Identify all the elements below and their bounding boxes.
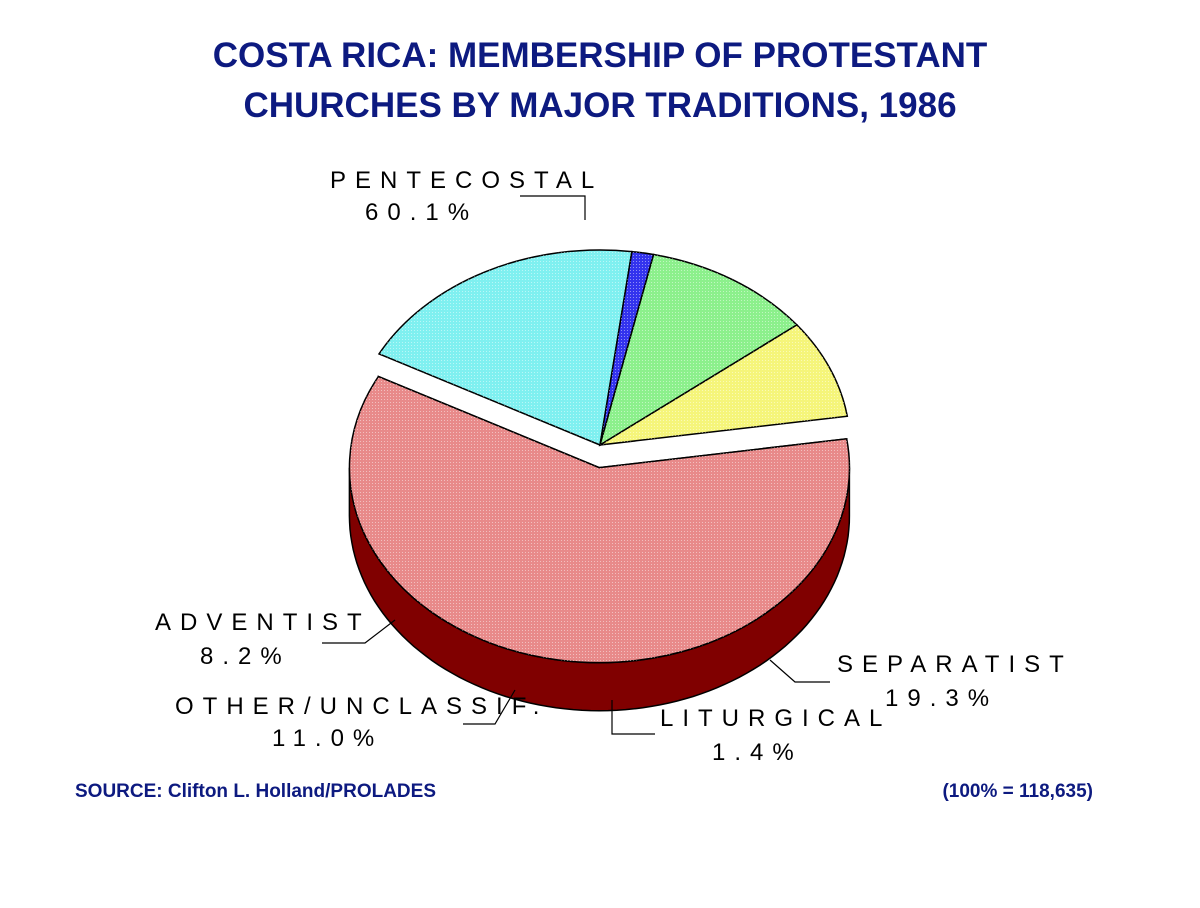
label-other: OTHER/UNCLASSIF. [175,693,548,720]
label-liturgical: LITURGICAL [660,705,891,732]
slice-texture-separatist [379,250,632,445]
value-pentecostal: 60.1% [365,199,478,226]
value-separatist: 19.3% [885,685,998,712]
slice-texture-other-unclassif [600,254,797,445]
value-adventist: 8.2% [200,643,291,670]
leader-line-adventist [322,619,396,644]
slice-texture-adventist [600,324,848,445]
label-separatist: SEPARATIST [837,651,1073,678]
label-pentecostal: PENTECOSTAL [330,167,603,194]
slice-texture-pentecostal [349,376,850,663]
chart-title-line-1: COSTA RICA: MEMBERSHIP OF PROTESTANT [213,36,988,75]
source-note: SOURCE: Clifton L. Holland/PROLADES [75,781,436,802]
leader-line-liturgical [611,700,655,735]
value-other: 11.0% [272,725,383,752]
leader-line-other [463,689,516,725]
label-adventist: ADVENTIST [155,609,371,636]
leader-line-separatist [769,659,830,683]
leader-line-pentecostal [520,195,586,220]
value-liturgical: 1.4% [712,739,803,766]
chart-title-line-2: CHURCHES BY MAJOR TRADITIONS, 1986 [243,86,956,125]
total-note: (100% = 118,635) [942,781,1093,802]
